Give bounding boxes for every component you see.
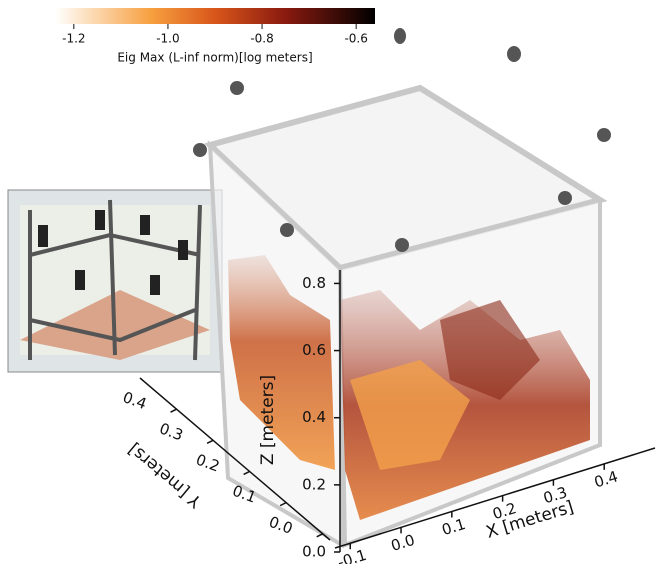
axis-title: Z [meters] (258, 375, 278, 465)
axis-tick-label: 0.8 (302, 274, 326, 292)
axis-tick-label: 0.1 (440, 515, 468, 539)
axis-tick-label: 0.4 (120, 388, 149, 413)
axis-tick-label: 0.2 (302, 475, 326, 493)
volume (210, 88, 600, 545)
colorbar-tick-label: -1.2 (62, 32, 85, 46)
figure: Eig Max (L-inf norm)[log meters] -1.2 -1.… (0, 0, 662, 564)
axis-tick-label: 0.3 (157, 419, 186, 444)
colorbar-tick-label: -1.0 (156, 32, 179, 46)
axis-tick (207, 440, 213, 443)
axis-tick-label: 0.2 (193, 450, 222, 475)
axis-tick-label: 0.6 (302, 341, 326, 359)
colorbar (55, 8, 375, 24)
colorbar-title: Eig Max (L-inf norm)[log meters] (117, 51, 312, 65)
colorbar-tick-label: -0.6 (344, 32, 367, 46)
axis-tick (171, 409, 177, 412)
inset-photo (8, 190, 222, 372)
axis-tick-label: 0.0 (389, 531, 417, 555)
colorbar-tick-label: -0.8 (250, 32, 273, 46)
axis-tick-label: 0.4 (592, 467, 620, 491)
axis-title: Y [meters] (124, 439, 206, 512)
axis-tick-label: 0.0 (302, 543, 326, 561)
axis-tick-label: 0.4 (302, 408, 326, 426)
